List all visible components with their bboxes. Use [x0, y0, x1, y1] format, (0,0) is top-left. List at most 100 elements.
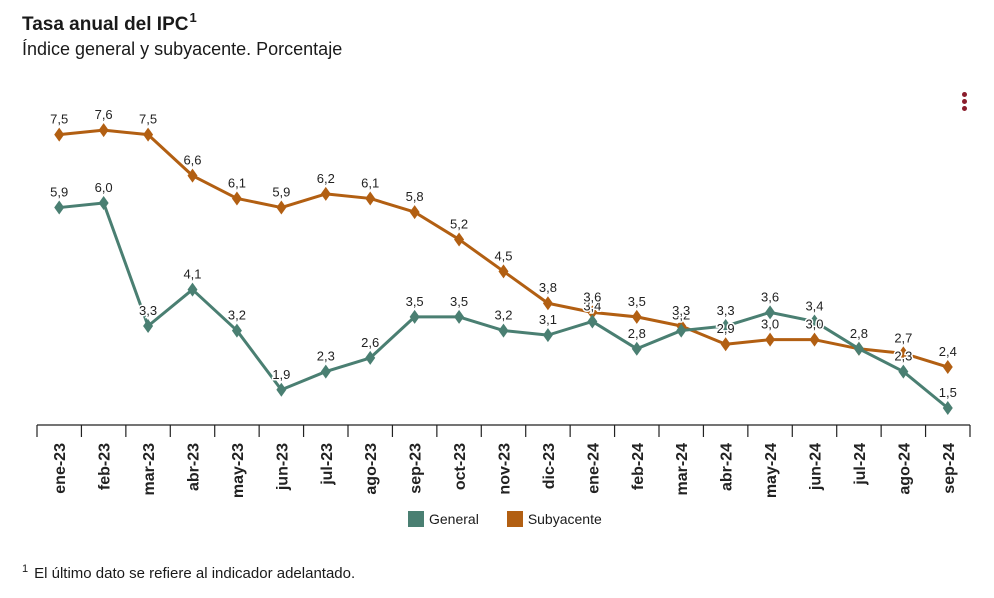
data-label-general: 2,6: [361, 335, 379, 350]
data-point-subyacente: [942, 360, 953, 375]
legend-swatch-general: [408, 511, 424, 527]
data-point-subyacente: [143, 127, 154, 142]
data-label-subyacente: 3,3: [672, 303, 690, 318]
data-label-subyacente: 3,6: [583, 289, 601, 304]
x-tick-label: abr-23: [186, 443, 203, 491]
data-point-general: [631, 341, 642, 356]
data-point-subyacente: [320, 186, 331, 201]
data-label-subyacente: 3,0: [805, 317, 823, 332]
data-point-general: [542, 328, 553, 343]
data-label-general: 3,4: [583, 298, 601, 313]
x-tick-label: ene-23: [52, 443, 69, 494]
legend-swatch-subyacente: [506, 511, 523, 527]
data-label-subyacente: 5,8: [406, 189, 424, 204]
menu-dot: [962, 92, 967, 97]
footnote-text: El último dato se refiere al indicador a…: [34, 565, 356, 582]
data-label-general: 3,1: [539, 312, 557, 327]
data-label-subyacente: 6,1: [228, 175, 246, 190]
more-vertical-icon[interactable]: [958, 92, 970, 116]
data-point-subyacente: [187, 168, 198, 183]
data-point-general: [365, 350, 376, 365]
data-point-subyacente: [54, 127, 65, 142]
data-point-subyacente: [631, 309, 642, 324]
data-label-general: 1,5: [939, 385, 957, 400]
data-label-subyacente: 6,2: [317, 171, 335, 186]
data-label-subyacente: 6,1: [361, 175, 379, 190]
data-label-subyacente: 7,6: [95, 107, 113, 122]
data-label-subyacente: 6,6: [183, 153, 201, 168]
x-tick-label: dic-23: [541, 443, 558, 489]
footnote-mark: 1: [22, 563, 29, 575]
data-point-general: [187, 282, 198, 297]
data-point-general: [454, 309, 465, 324]
data-label-general: 2,3: [894, 349, 912, 364]
data-point-general: [720, 319, 731, 334]
data-label-subyacente: 2,4: [939, 344, 957, 359]
data-point-general: [809, 314, 820, 329]
data-point-subyacente: [365, 191, 376, 206]
data-label-general: 3,5: [406, 294, 424, 309]
data-label-subyacente: 7,5: [139, 112, 157, 127]
legend-item-subyacente[interactable]: Subyacente: [506, 511, 602, 527]
data-label-general: 3,2: [494, 308, 512, 323]
x-tick-label: ago-24: [896, 443, 913, 495]
data-point-general: [143, 319, 154, 334]
menu-dot: [962, 99, 967, 104]
data-point-general: [320, 364, 331, 379]
data-point-subyacente: [409, 205, 420, 220]
data-label-subyacente: 4,5: [494, 248, 512, 263]
data-label-subyacente: 5,9: [272, 185, 290, 200]
data-point-general: [765, 305, 776, 320]
legend: General Subyacente: [408, 511, 602, 527]
data-label-subyacente: 3,8: [539, 280, 557, 295]
x-tick-label: sep-23: [408, 443, 425, 494]
data-label-general: 3,2: [228, 308, 246, 323]
menu-dot: [962, 106, 967, 111]
data-point-subyacente: [454, 232, 465, 247]
data-point-general: [587, 314, 598, 329]
data-label-subyacente: 7,5: [50, 112, 68, 127]
data-point-general: [676, 323, 687, 338]
chart-title: Tasa anual del IPC1: [22, 10, 197, 35]
data-label-general: 3,2: [672, 308, 690, 323]
data-point-subyacente: [498, 264, 509, 279]
data-point-general: [231, 323, 242, 338]
data-label-general: 1,9: [272, 367, 290, 382]
x-tick-label: oct-23: [452, 443, 469, 490]
data-point-subyacente: [587, 305, 598, 320]
data-label-subyacente: 2,9: [717, 321, 735, 336]
legend-label-subyacente: Subyacente: [527, 511, 602, 527]
data-label-general: 3,4: [805, 298, 823, 313]
data-label-general: 3,6: [761, 289, 779, 304]
data-point-general: [54, 200, 65, 215]
data-point-general: [98, 196, 109, 210]
x-tick-label: ago-23: [363, 443, 380, 495]
data-point-general: [942, 401, 953, 416]
data-label-general: 3,3: [139, 303, 157, 318]
data-point-general: [853, 341, 864, 356]
data-point-general: [898, 364, 909, 379]
footnote: 1 El último dato se refiere al indicador …: [22, 563, 355, 582]
data-point-general: [276, 382, 287, 397]
x-tick-label: jul-24: [852, 443, 869, 486]
data-label-general: 4,1: [183, 267, 201, 282]
data-label-general: 2,3: [317, 349, 335, 364]
legend-item-general[interactable]: General: [408, 511, 479, 527]
data-point-general: [409, 309, 420, 324]
data-label-general: 2,8: [628, 326, 646, 341]
data-point-subyacente: [542, 296, 553, 311]
data-label-general: 5,9: [50, 185, 68, 200]
x-tick-label: jun-24: [808, 443, 825, 491]
x-tick-label: may-24: [763, 443, 780, 498]
x-tick-label: feb-23: [97, 443, 114, 490]
x-tick-label: abr-24: [719, 443, 736, 491]
data-label-subyacente: 3,5: [628, 294, 646, 309]
data-point-subyacente: [98, 123, 109, 138]
data-label-subyacente: 3,0: [761, 317, 779, 332]
data-label-subyacente: 5,2: [450, 216, 468, 231]
x-tick-label: mar-23: [141, 443, 158, 496]
legend-label-general: General: [429, 511, 479, 527]
data-label-general: 6,0: [95, 180, 113, 195]
data-label-general: 2,8: [850, 326, 868, 341]
